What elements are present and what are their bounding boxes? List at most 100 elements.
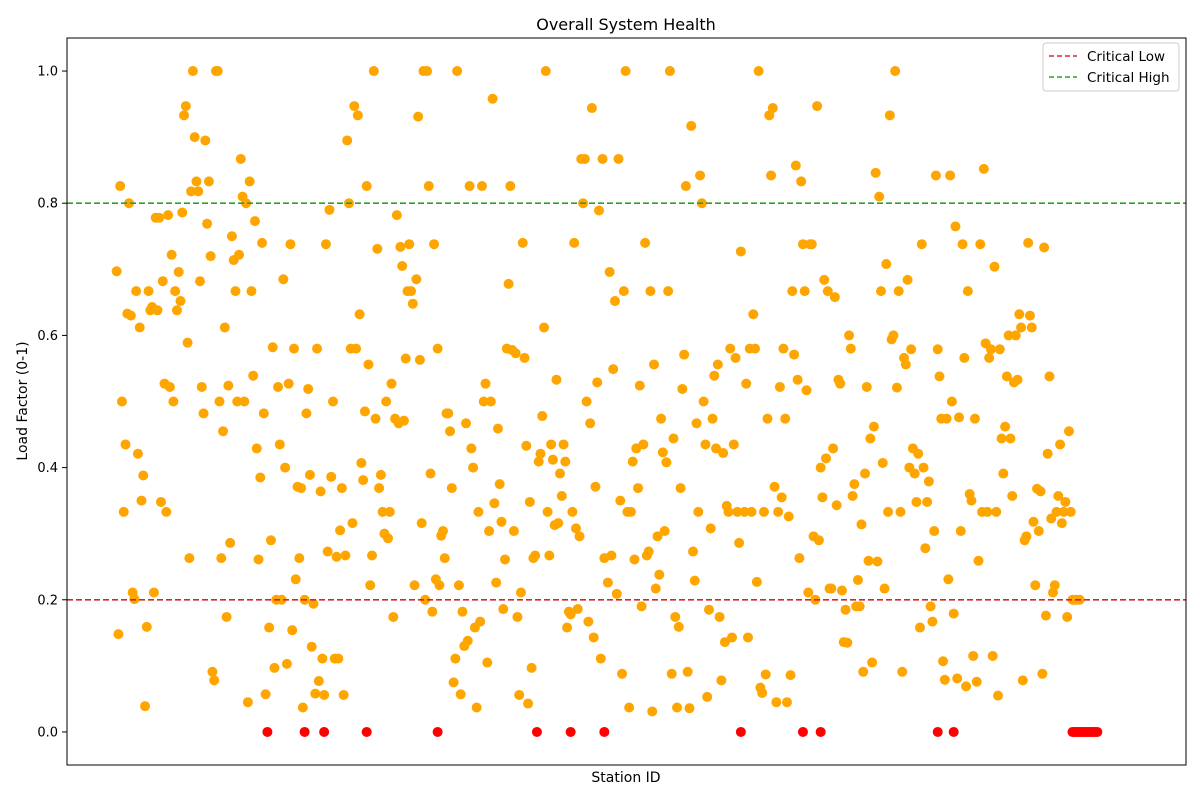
normal-point <box>879 583 890 594</box>
normal-point <box>730 352 741 363</box>
normal-point <box>340 550 351 561</box>
normal-point <box>365 580 376 591</box>
normal-point <box>698 396 709 407</box>
normal-point <box>388 611 399 622</box>
normal-point <box>1001 371 1012 382</box>
normal-point <box>705 523 716 534</box>
normal-point <box>780 413 791 424</box>
normal-point <box>189 132 200 143</box>
critical-point <box>932 726 943 737</box>
normal-point <box>273 381 284 392</box>
normal-point <box>257 237 268 248</box>
normal-point <box>446 483 457 494</box>
normal-point <box>867 657 878 668</box>
normal-point <box>975 239 986 250</box>
normal-point <box>617 668 628 679</box>
normal-point <box>872 556 883 567</box>
normal-point <box>425 468 436 479</box>
normal-point <box>239 396 250 407</box>
normal-point <box>1016 322 1027 333</box>
legend: Critical Low Critical High <box>1042 42 1180 92</box>
normal-point <box>427 606 438 617</box>
normal-point <box>124 198 135 209</box>
normal-point <box>675 483 686 494</box>
normal-point <box>524 496 535 507</box>
normal-point <box>636 601 647 612</box>
normal-point <box>897 666 908 677</box>
normal-point <box>315 486 326 497</box>
normal-point <box>774 381 785 392</box>
normal-point <box>815 462 826 473</box>
normal-point <box>968 650 979 661</box>
normal-point <box>347 518 358 529</box>
y-tick-label: 0.8 <box>37 197 58 212</box>
normal-point <box>925 601 936 612</box>
normal-point <box>868 421 879 432</box>
normal-point <box>154 212 165 223</box>
normal-point <box>491 577 502 588</box>
normal-point <box>370 413 381 424</box>
normal-point <box>560 456 571 467</box>
normal-point <box>416 518 427 529</box>
normal-point <box>476 181 487 192</box>
normal-point <box>911 496 922 507</box>
normal-point <box>930 170 941 181</box>
normal-point <box>608 364 619 375</box>
normal-point <box>558 439 569 450</box>
normal-point <box>317 653 328 664</box>
normal-point <box>712 359 723 370</box>
normal-point <box>884 110 895 121</box>
normal-point <box>741 378 752 389</box>
normal-point <box>480 378 491 389</box>
normal-point <box>338 689 349 700</box>
normal-point <box>874 191 885 202</box>
normal-point <box>193 186 204 197</box>
normal-point <box>954 412 965 423</box>
normal-point <box>792 374 803 385</box>
normal-point <box>932 344 943 355</box>
normal-point <box>512 611 523 622</box>
normal-point <box>406 286 417 297</box>
normal-point <box>535 448 546 459</box>
normal-point <box>381 396 392 407</box>
normal-point <box>500 554 511 565</box>
normal-point <box>120 439 131 450</box>
normal-point <box>634 380 645 391</box>
normal-point <box>790 160 801 171</box>
normal-point <box>113 629 124 640</box>
normal-point <box>716 675 727 686</box>
normal-point <box>863 555 874 566</box>
normal-point <box>920 543 931 554</box>
normal-point <box>1051 506 1062 517</box>
y-tick-label: 0.2 <box>37 593 58 608</box>
normal-point <box>794 553 805 564</box>
critical-point <box>1092 726 1103 737</box>
normal-point <box>152 305 163 316</box>
normal-point <box>248 370 259 381</box>
normal-point <box>232 396 243 407</box>
normal-point <box>888 330 899 341</box>
normal-point <box>973 555 984 566</box>
normal-point <box>941 413 952 424</box>
normal-point <box>748 309 759 320</box>
critical-point <box>565 726 576 737</box>
normal-point <box>265 535 276 546</box>
normal-point <box>693 506 704 517</box>
normal-point <box>638 439 649 450</box>
normal-point <box>342 135 353 146</box>
normal-point <box>950 221 961 232</box>
normal-point <box>455 689 466 700</box>
normal-point <box>719 637 730 648</box>
normal-point <box>452 66 463 77</box>
normal-point <box>870 167 881 178</box>
critical-point <box>599 726 610 737</box>
normal-point <box>141 621 152 632</box>
normal-point <box>448 677 459 688</box>
normal-point <box>363 359 374 370</box>
normal-point <box>413 111 424 122</box>
normal-point <box>627 456 638 467</box>
normal-point <box>672 702 683 713</box>
normal-point <box>276 594 287 605</box>
normal-point <box>875 286 886 297</box>
normal-point <box>494 479 505 490</box>
